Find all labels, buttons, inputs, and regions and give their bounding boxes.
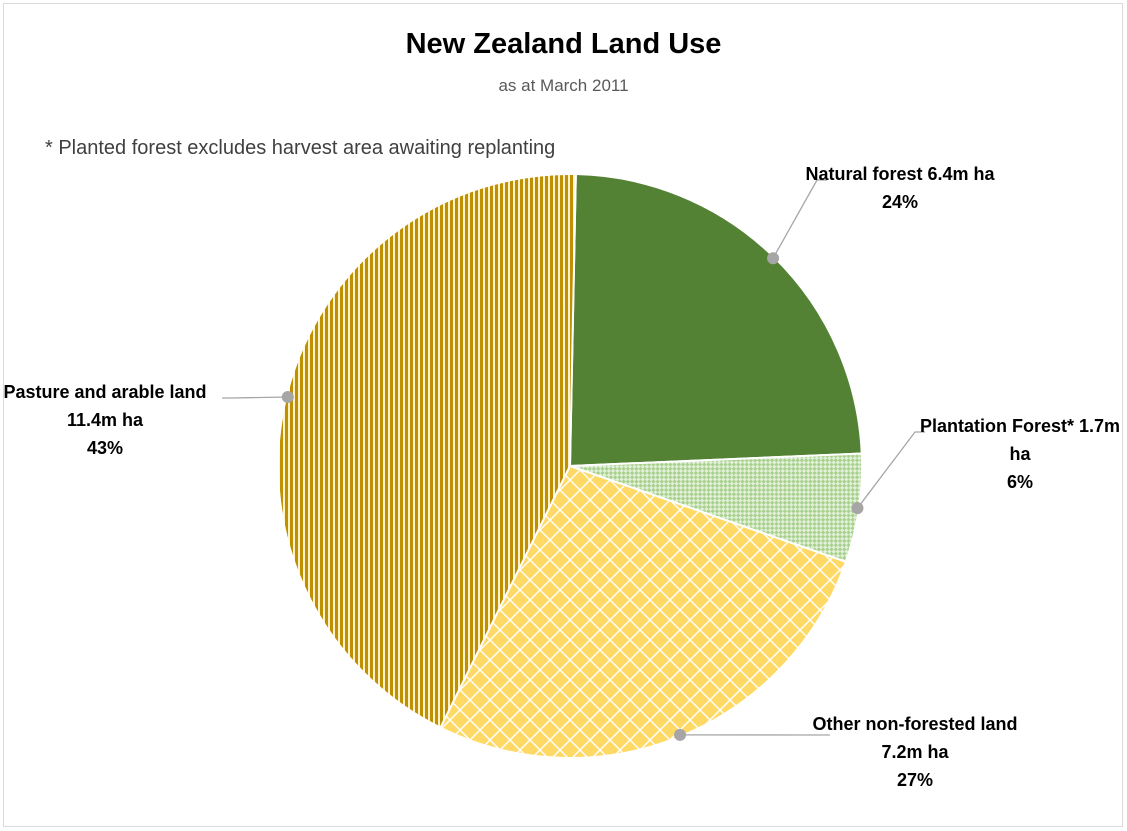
slice-label-percent: 43% [86,438,124,458]
slice-label-text: Pasture and arable land 11.4m ha [3,382,207,430]
leader-line [856,431,925,509]
leader-line [772,179,827,259]
slice-label-text: Other non-forested land 7.2m ha [812,714,1018,762]
pie-slice-natural-forest [568,173,863,468]
chart-title: New Zealand Land Use [405,28,722,60]
chart-subtitle: as at March 2011 [498,76,629,95]
slice-label-percent: 27% [896,770,934,790]
slice-label-text: Plantation Forest* 1.7m ha [919,416,1121,464]
slice-label-natural-forest: Natural forest 6.4m ha 24% [780,160,1020,216]
slice-label-percent: 24% [881,192,919,212]
slice-label-text: Natural forest 6.4m ha [805,164,995,184]
slice-label-plantation-forest: Plantation Forest* 1.7m ha 6% [915,412,1125,496]
chart-note: * Planted forest excludes harvest area a… [45,137,556,159]
leader-dot [851,502,864,515]
leader-dot [767,252,780,265]
slice-label-percent: 6% [1006,472,1033,492]
slice-label-pasture-arable: Pasture and arable land 11.4m ha 43% [0,378,210,462]
leader-line [222,396,288,399]
leader-dot [281,390,294,403]
leader-dot [674,728,687,741]
slice-label-other-non-forested: Other non-forested land 7.2m ha 27% [805,710,1025,794]
